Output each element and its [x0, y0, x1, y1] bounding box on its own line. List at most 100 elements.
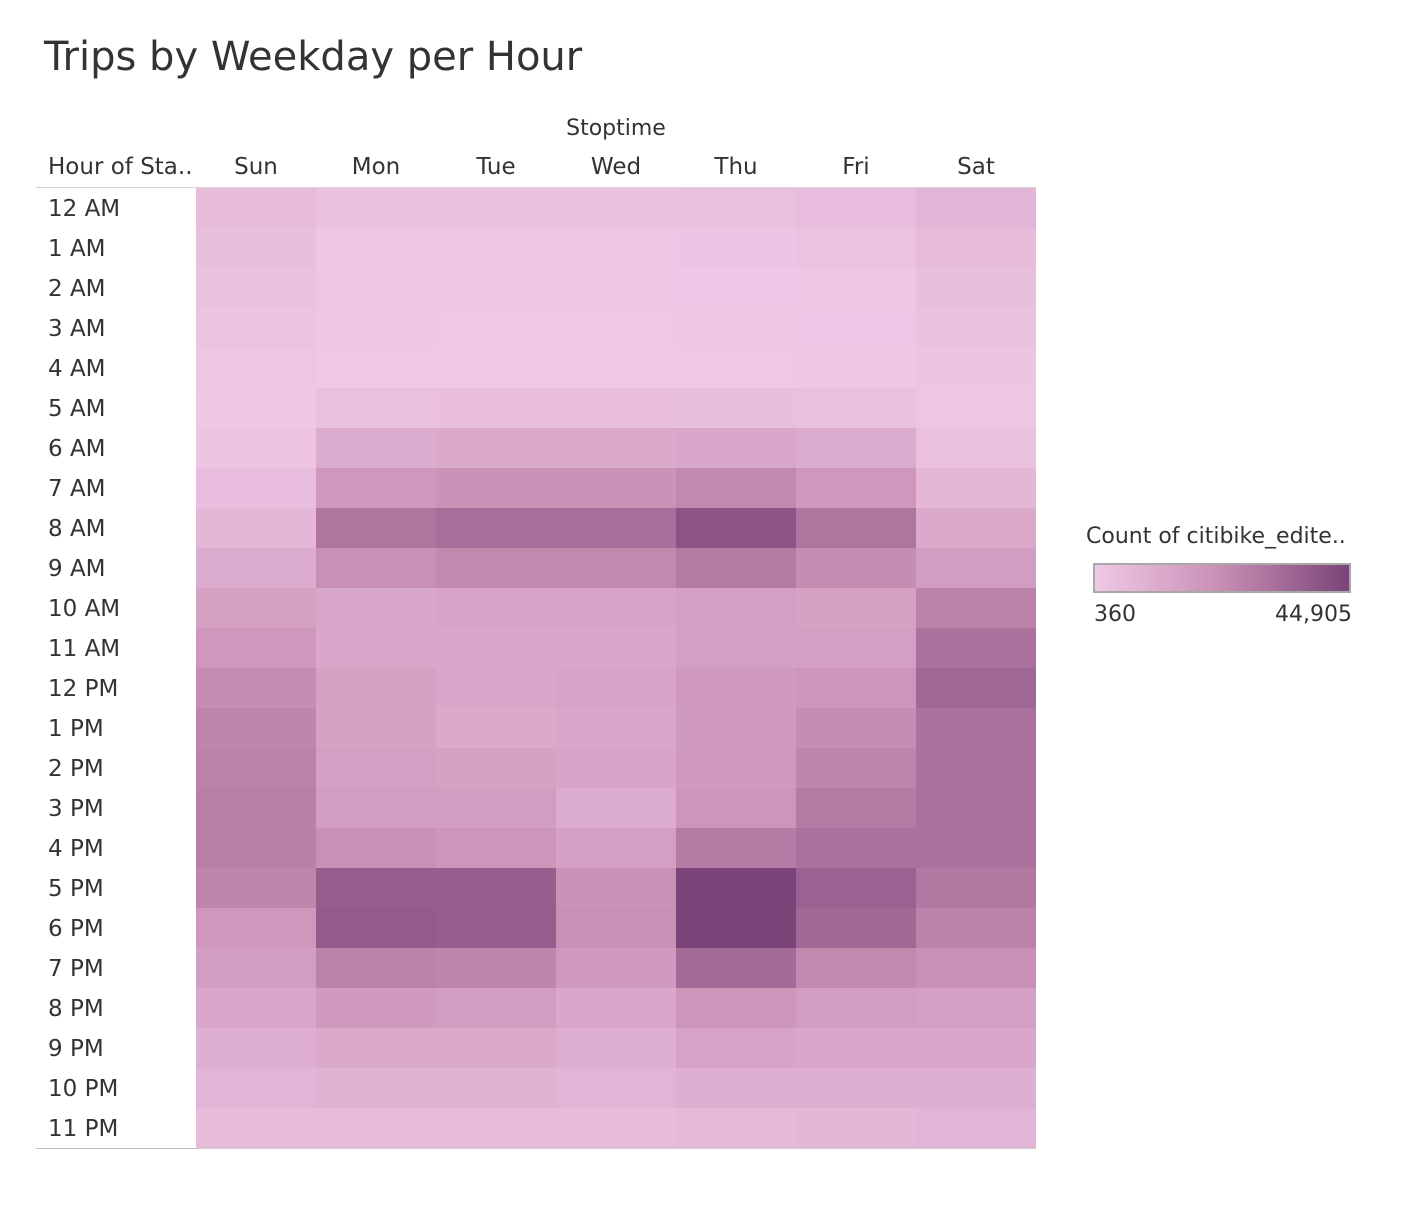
heatmap-cell-mon-9-am: [316, 548, 436, 588]
row-label: 6 AM: [48, 436, 106, 462]
row-header-label: Hour of Sta..: [48, 154, 193, 180]
heatmap-cell-wed-3-pm: [556, 788, 676, 828]
color-legend-gradient: [1093, 563, 1351, 593]
row-label: 7 PM: [48, 956, 104, 982]
heatmap-cell-tue-7-am: [436, 468, 556, 508]
heatmap-cell-wed-6-pm: [556, 908, 676, 948]
heatmap-cell-sat-1-am: [916, 228, 1036, 268]
heatmap-cell-sat-7-pm: [916, 948, 1036, 988]
heatmap-cell-thu-2-pm: [676, 748, 796, 788]
heatmap-cell-wed-2-am: [556, 268, 676, 308]
heatmap-cell-thu-11-am: [676, 628, 796, 668]
heatmap-cell-tue-12-pm: [436, 668, 556, 708]
row-label: 2 AM: [48, 276, 106, 302]
heatmap-cell-wed-8-am: [556, 508, 676, 548]
heatmap-cell-sun-9-pm: [196, 1028, 316, 1068]
heatmap-cell-sun-7-am: [196, 468, 316, 508]
heatmap-cell-thu-10-am: [676, 588, 796, 628]
heatmap-cell-mon-1-am: [316, 228, 436, 268]
heatmap-cell-thu-9-am: [676, 548, 796, 588]
heatmap-cell-sat-5-pm: [916, 868, 1036, 908]
heatmap-cell-sat-3-pm: [916, 788, 1036, 828]
heatmap-cell-fri-5-pm: [796, 868, 916, 908]
heatmap-cell-wed-5-pm: [556, 868, 676, 908]
heatmap-cell-mon-2-am: [316, 268, 436, 308]
heatmap-cell-fri-1-am: [796, 228, 916, 268]
heatmap-cell-mon-11-am: [316, 628, 436, 668]
heatmap-cell-mon-7-pm: [316, 948, 436, 988]
heatmap-cell-sun-4-am: [196, 348, 316, 388]
heatmap-cell-sat-2-am: [916, 268, 1036, 308]
heatmap-cell-tue-6-am: [436, 428, 556, 468]
heatmap-cell-wed-10-pm: [556, 1068, 676, 1108]
heatmap-cell-mon-7-am: [316, 468, 436, 508]
heatmap-cell-sat-11-am: [916, 628, 1036, 668]
chart-title: Trips by Weekday per Hour: [44, 34, 583, 80]
heatmap-cell-tue-12-am: [436, 188, 556, 228]
row-label: 5 AM: [48, 396, 106, 422]
row-label: 11 PM: [48, 1116, 119, 1142]
heatmap-cell-thu-12-am: [676, 188, 796, 228]
heatmap-cell-tue-7-pm: [436, 948, 556, 988]
row-label: 7 AM: [48, 476, 106, 502]
heatmap-cell-tue-11-am: [436, 628, 556, 668]
heatmap-cell-mon-6-pm: [316, 908, 436, 948]
column-header-sat: Sat: [957, 154, 995, 180]
heatmap-cell-sun-3-pm: [196, 788, 316, 828]
heatmap-cell-sun-1-am: [196, 228, 316, 268]
heatmap-cell-mon-1-pm: [316, 708, 436, 748]
heatmap-cell-fri-3-am: [796, 308, 916, 348]
heatmap-cell-thu-3-pm: [676, 788, 796, 828]
heatmap-cell-tue-10-am: [436, 588, 556, 628]
heatmap-cell-fri-1-pm: [796, 708, 916, 748]
heatmap-cell-wed-1-pm: [556, 708, 676, 748]
heatmap-cell-sat-3-am: [916, 308, 1036, 348]
heatmap-cell-thu-1-am: [676, 228, 796, 268]
heatmap-cell-sun-12-am: [196, 188, 316, 228]
row-label: 5 PM: [48, 876, 104, 902]
heatmap-cell-wed-9-am: [556, 548, 676, 588]
row-label: 9 PM: [48, 1036, 104, 1062]
heatmap-cell-mon-5-am: [316, 388, 436, 428]
heatmap-cell-thu-11-pm: [676, 1108, 796, 1148]
row-label: 10 PM: [48, 1076, 119, 1102]
heatmap-cell-fri-2-am: [796, 268, 916, 308]
heatmap-grid: [196, 188, 1036, 1149]
heatmap-cell-thu-8-am: [676, 508, 796, 548]
heatmap-cell-thu-7-am: [676, 468, 796, 508]
heatmap-cell-wed-10-am: [556, 588, 676, 628]
color-legend-max-label: 44,905: [1275, 602, 1352, 627]
heatmap-cell-sun-6-pm: [196, 908, 316, 948]
heatmap-cell-mon-12-pm: [316, 668, 436, 708]
heatmap-cell-tue-9-pm: [436, 1028, 556, 1068]
heatmap-cell-fri-2-pm: [796, 748, 916, 788]
heatmap-cell-mon-6-am: [316, 428, 436, 468]
heatmap-cell-fri-7-am: [796, 468, 916, 508]
heatmap-cell-fri-12-pm: [796, 668, 916, 708]
heatmap-cell-mon-10-pm: [316, 1068, 436, 1108]
heatmap-cell-thu-9-pm: [676, 1028, 796, 1068]
heatmap-cell-sat-9-am: [916, 548, 1036, 588]
heatmap-cell-thu-8-pm: [676, 988, 796, 1028]
column-header-fri: Fri: [842, 154, 870, 180]
heatmap-cell-thu-3-am: [676, 308, 796, 348]
heatmap-cell-tue-10-pm: [436, 1068, 556, 1108]
heatmap-cell-fri-3-pm: [796, 788, 916, 828]
heatmap-cell-fri-5-am: [796, 388, 916, 428]
row-label-divider: [36, 1148, 196, 1149]
heatmap-cell-fri-6-am: [796, 428, 916, 468]
column-header-sun: Sun: [234, 154, 278, 180]
heatmap-cell-sat-8-am: [916, 508, 1036, 548]
heatmap-cell-tue-8-pm: [436, 988, 556, 1028]
heatmap-cell-wed-4-pm: [556, 828, 676, 868]
row-label: 3 PM: [48, 796, 104, 822]
column-group-label: Stoptime: [566, 116, 666, 141]
heatmap-cell-wed-4-am: [556, 348, 676, 388]
row-label: 9 AM: [48, 556, 106, 582]
heatmap-cell-sun-5-am: [196, 388, 316, 428]
heatmap-cell-sat-7-am: [916, 468, 1036, 508]
heatmap-cell-sat-8-pm: [916, 988, 1036, 1028]
heatmap-cell-wed-11-am: [556, 628, 676, 668]
heatmap-cell-sat-6-pm: [916, 908, 1036, 948]
heatmap-cell-sun-8-pm: [196, 988, 316, 1028]
